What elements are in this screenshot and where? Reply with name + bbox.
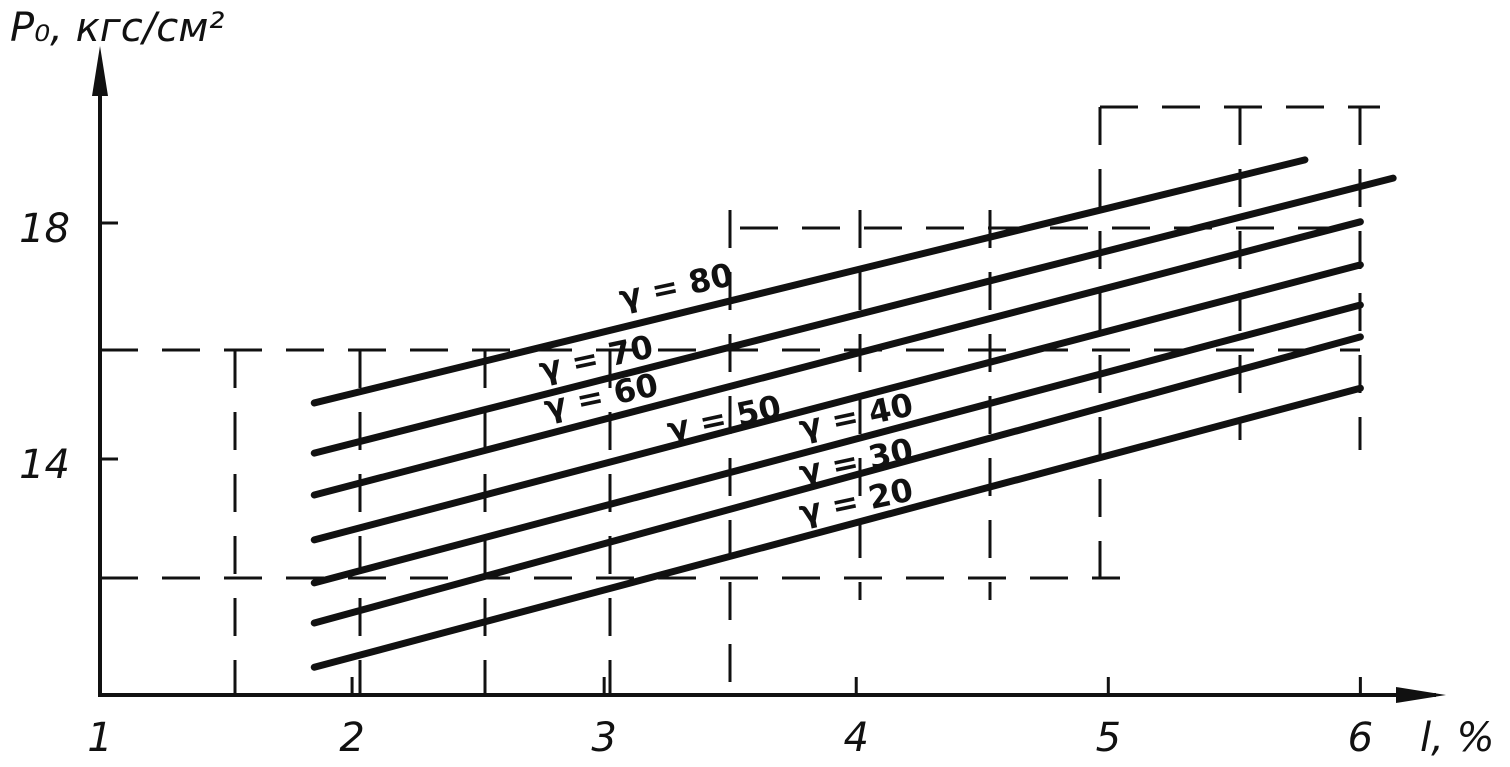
series-line: [310, 218, 1364, 499]
y-tick-label: 18: [19, 206, 70, 252]
y-axis-label: P₀, кгс/см²: [10, 5, 224, 51]
series-line: [310, 384, 1364, 671]
x-tick-label: 6: [1348, 715, 1373, 761]
x-tick-label: 4: [843, 715, 868, 761]
series-line: [310, 156, 1309, 407]
x-tick-label: 2: [339, 715, 364, 761]
x-tick-label: 3: [591, 715, 616, 761]
series-line: [310, 301, 1364, 587]
y-tick-label: 14: [19, 442, 70, 488]
x-tick-label: 1: [87, 715, 112, 761]
axes: [98, 66, 1436, 697]
series-line: [310, 261, 1364, 544]
x-axis-label: l, %: [1420, 715, 1495, 761]
series-line: [310, 333, 1364, 627]
series-line: [310, 174, 1397, 457]
series-label: γ = 80: [616, 255, 737, 316]
x-tick-label: 5: [1096, 715, 1121, 761]
